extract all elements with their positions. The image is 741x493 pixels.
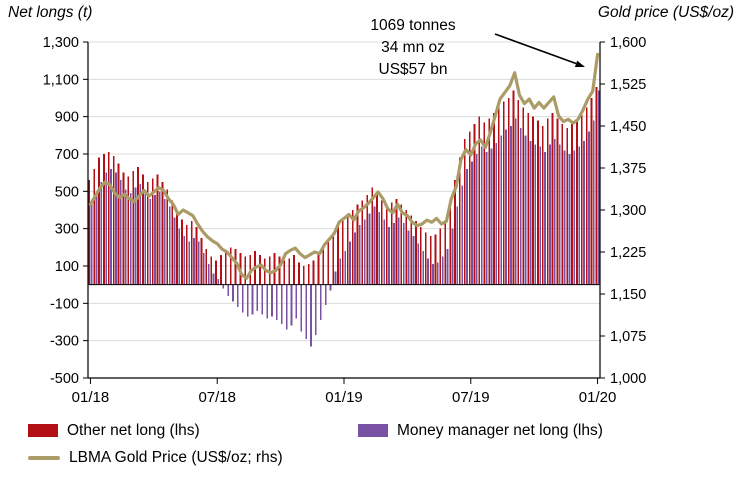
legend-row-1: Other net long (lhs) Money manager net l…: [28, 417, 741, 444]
gridlines: [88, 41, 600, 342]
legend-item-other-net-long: Other net long (lhs): [28, 422, 358, 440]
legend-row-2: LBMA Gold Price (US$/oz; rhs): [28, 444, 741, 471]
legend: Other net long (lhs) Money manager net l…: [0, 413, 741, 471]
svg-text:1,525: 1,525: [610, 77, 646, 93]
gold-price-line-swatch-icon: [28, 455, 60, 460]
axis-tick-labels: 1,300 1,100 900 700 500 300 100 -100 -300 -500 1,6…: [43, 35, 647, 406]
left-axis-title: Net longs (t): [8, 4, 92, 21]
annotation-line-3: US$57 bn: [379, 61, 448, 78]
svg-text:1,000: 1,000: [610, 371, 646, 387]
svg-text:07/18: 07/18: [198, 389, 236, 406]
svg-text:01/18: 01/18: [72, 389, 110, 406]
gold-price-line: [88, 52, 600, 280]
legend-item-lbma-gold-price: LBMA Gold Price (US$/oz; rhs): [28, 449, 283, 467]
annotation-line-2: 34 mn oz: [381, 39, 445, 56]
svg-text:700: 700: [55, 147, 79, 163]
legend-label: Money manager net long (lhs): [397, 421, 603, 439]
svg-text:1,375: 1,375: [610, 161, 646, 177]
svg-text:1,600: 1,600: [610, 35, 646, 51]
money-manager-swatch-icon: [358, 424, 388, 437]
svg-text:1,300: 1,300: [43, 35, 79, 51]
svg-text:300: 300: [55, 222, 79, 238]
right-axis-title: Gold price (US$/oz): [598, 4, 734, 21]
chart-canvas: 1,300 1,100 900 700 500 300 100 -100 -300 -500 1,6…: [8, 4, 734, 406]
svg-text:100: 100: [55, 259, 79, 275]
svg-text:01/19: 01/19: [325, 389, 363, 406]
annotation-arrow-icon: [494, 33, 585, 67]
svg-text:07/19: 07/19: [452, 389, 490, 406]
legend-label: Other net long (lhs): [67, 421, 200, 439]
svg-text:1,225: 1,225: [610, 245, 646, 261]
svg-text:900: 900: [55, 110, 79, 126]
legend-label: LBMA Gold Price (US$/oz; rhs): [69, 448, 283, 466]
svg-text:-300: -300: [50, 334, 79, 350]
bars-money-manager-net-long: [90, 90, 600, 347]
annotation-line-1: 1069 tonnes: [370, 17, 456, 34]
svg-text:-500: -500: [50, 371, 79, 387]
axes: [83, 41, 605, 384]
svg-text:1,450: 1,450: [610, 119, 646, 135]
svg-text:1,150: 1,150: [610, 287, 646, 303]
svg-text:500: 500: [55, 184, 79, 200]
annotation: 1069 tonnes 34 mn oz US$57 bn: [370, 17, 585, 78]
svg-text:1,075: 1,075: [610, 329, 646, 345]
svg-text:-100: -100: [50, 296, 79, 312]
legend-item-money-manager-net-long: Money manager net long (lhs): [358, 422, 603, 440]
svg-text:01/20: 01/20: [579, 389, 617, 406]
bars-other-net-long: [88, 86, 598, 285]
svg-text:1,100: 1,100: [43, 72, 79, 88]
other-net-long-swatch-icon: [28, 424, 58, 437]
svg-text:1,300: 1,300: [610, 203, 646, 219]
